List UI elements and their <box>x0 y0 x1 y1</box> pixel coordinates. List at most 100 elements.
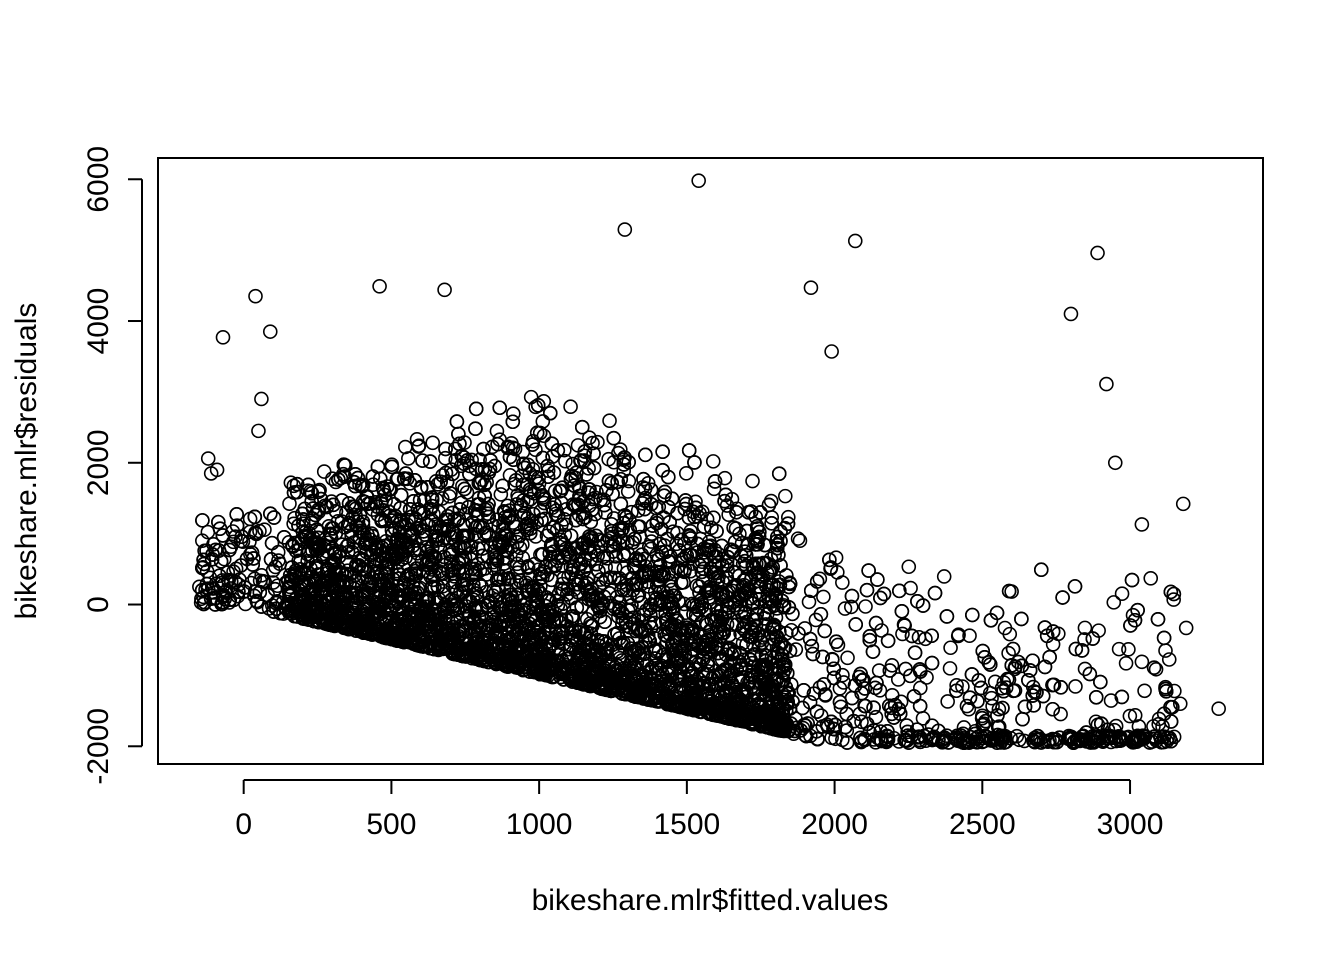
data-point <box>961 701 977 717</box>
data-point <box>454 495 469 511</box>
data-point <box>943 640 958 656</box>
data-point <box>949 677 964 693</box>
data-point <box>790 531 806 546</box>
data-point <box>247 509 263 525</box>
data-point <box>835 575 850 590</box>
data-point <box>707 474 723 489</box>
data-point <box>624 504 639 520</box>
data-point <box>535 414 551 429</box>
data-point <box>613 442 628 457</box>
data-point <box>667 564 683 579</box>
data-point <box>808 612 824 628</box>
data-point <box>254 568 269 583</box>
data-point <box>939 609 955 624</box>
data-point <box>801 594 817 610</box>
data-point <box>336 466 351 482</box>
data-point <box>962 628 977 644</box>
data-point <box>901 559 917 575</box>
data-point <box>268 559 283 575</box>
data-point <box>705 454 721 469</box>
data-point <box>1137 683 1152 699</box>
data-point <box>1077 661 1093 677</box>
data-point <box>788 642 804 657</box>
data-point <box>409 431 425 447</box>
data-point <box>965 607 980 623</box>
data-point <box>777 488 793 504</box>
data-point <box>1134 654 1150 670</box>
data-point <box>468 401 484 417</box>
data-point <box>936 569 952 584</box>
data-point <box>1103 693 1119 708</box>
data-point <box>588 506 603 522</box>
data-point <box>906 689 922 704</box>
points-layer <box>192 173 1226 751</box>
data-point <box>1166 592 1181 607</box>
data-point <box>257 522 272 538</box>
data-point <box>1124 572 1140 588</box>
data-point <box>1161 652 1177 667</box>
data-point <box>620 484 636 499</box>
data-point <box>837 601 853 616</box>
data-point <box>669 536 684 552</box>
data-point <box>745 473 760 489</box>
data-point <box>924 655 940 671</box>
data-point <box>515 444 531 460</box>
data-point <box>532 425 548 441</box>
data-point <box>557 442 572 458</box>
data-point <box>438 450 453 466</box>
data-point <box>903 580 918 596</box>
data-point <box>1122 708 1138 724</box>
data-point <box>1033 562 1049 578</box>
data-point <box>1148 661 1164 677</box>
data-point <box>748 509 764 525</box>
data-point <box>602 413 617 429</box>
data-point <box>843 599 859 615</box>
data-point <box>761 497 777 513</box>
data-point <box>1077 632 1092 647</box>
data-point <box>195 513 210 528</box>
data-point <box>1114 586 1130 601</box>
data-point <box>874 623 889 638</box>
data-point <box>1014 611 1029 627</box>
data-point <box>1002 626 1018 642</box>
data-point <box>401 451 416 466</box>
data-point <box>892 583 907 599</box>
data-point <box>300 483 316 498</box>
data-point <box>942 661 958 676</box>
data-point <box>706 481 722 497</box>
data-point <box>425 435 441 451</box>
data-point <box>1111 641 1127 657</box>
data-point <box>907 645 923 660</box>
data-point <box>230 588 246 604</box>
data-point <box>455 478 470 494</box>
data-point <box>940 694 955 709</box>
data-point <box>780 509 796 525</box>
data-point <box>816 589 831 605</box>
data-point <box>563 399 578 414</box>
data-point <box>613 496 629 512</box>
data-point <box>300 477 316 493</box>
data-point <box>196 596 212 612</box>
data-point <box>552 483 568 499</box>
data-point <box>643 597 659 613</box>
data-point <box>912 680 928 696</box>
data-point <box>1106 595 1122 610</box>
data-point <box>835 667 850 683</box>
data-point <box>434 491 450 506</box>
data-point <box>235 534 251 549</box>
data-point <box>1121 642 1136 657</box>
data-point <box>984 690 999 706</box>
data-point <box>493 487 509 502</box>
data-point <box>848 617 864 632</box>
data-point <box>457 481 472 497</box>
data-point <box>987 674 1003 690</box>
data-point <box>449 414 465 429</box>
data-point <box>758 617 774 632</box>
data-point <box>812 571 828 587</box>
data-point <box>858 599 873 614</box>
data-point <box>542 405 558 421</box>
data-point <box>263 506 278 521</box>
data-point <box>792 533 808 549</box>
data-point <box>840 650 855 666</box>
